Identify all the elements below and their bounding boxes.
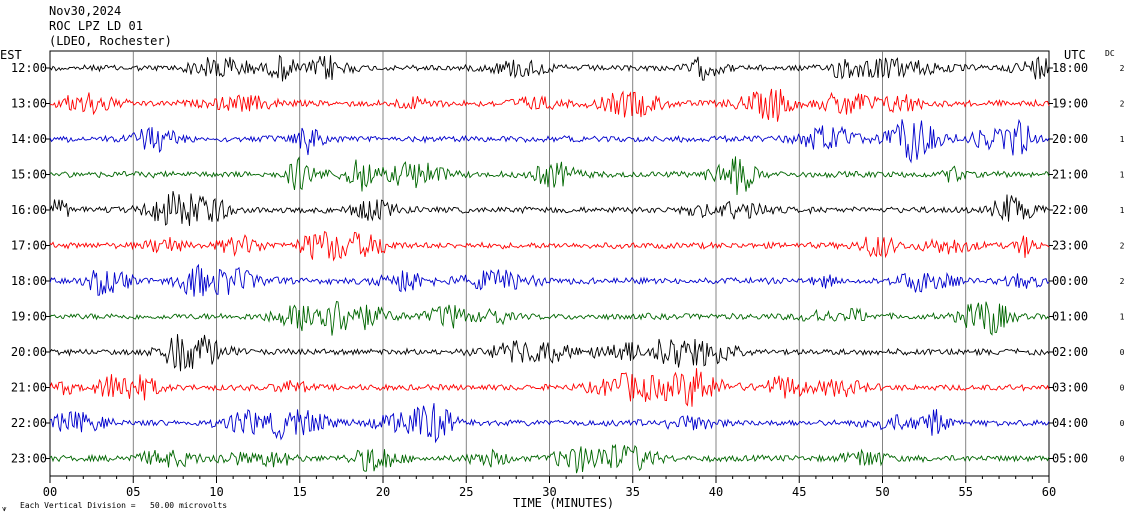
utc-label: UTC bbox=[1064, 48, 1086, 62]
dc-row-value: 0 bbox=[1120, 419, 1125, 428]
trace-row bbox=[49, 368, 1050, 407]
utc-row-label: 01:00 bbox=[1052, 310, 1088, 324]
est-row-label: 16:00 bbox=[11, 203, 47, 217]
x-tick-label: 25 bbox=[459, 485, 473, 499]
dc-row-value: 2 bbox=[1120, 64, 1125, 73]
utc-row-label: 23:00 bbox=[1052, 239, 1088, 253]
network-label: (LDEO, Rochester) bbox=[49, 34, 172, 48]
scale-note: Each Vertical Division = 50.00 microvolt… bbox=[20, 501, 228, 510]
dc-row-value: 0 bbox=[1120, 348, 1125, 357]
x-tick-label: 30 bbox=[542, 485, 556, 499]
x-tick-label: 10 bbox=[209, 485, 223, 499]
trace-row bbox=[49, 231, 1050, 262]
trace-row bbox=[49, 88, 1050, 122]
dc-label: DC bbox=[1105, 49, 1115, 58]
x-tick-label: 15 bbox=[293, 485, 307, 499]
utc-row-label: 05:00 bbox=[1052, 452, 1088, 466]
utc-row-label: 21:00 bbox=[1052, 168, 1088, 182]
x-tick-label: 40 bbox=[709, 485, 723, 499]
trace-row bbox=[49, 334, 1050, 372]
x-tick-label: 45 bbox=[792, 485, 806, 499]
x-tick-label: 50 bbox=[875, 485, 889, 499]
est-row-label: 12:00 bbox=[11, 61, 47, 75]
est-row-label: 21:00 bbox=[11, 381, 47, 395]
footer-icon: ⩛ bbox=[2, 504, 7, 513]
utc-row-label: 18:00 bbox=[1052, 61, 1088, 75]
x-tick-label: 35 bbox=[626, 485, 640, 499]
date-label: Nov30,2024 bbox=[49, 4, 122, 18]
trace-row bbox=[49, 191, 1050, 226]
utc-row-label: 02:00 bbox=[1052, 345, 1088, 359]
est-row-label: 22:00 bbox=[11, 416, 47, 430]
dc-row-value: 0 bbox=[1120, 384, 1125, 393]
trace-row bbox=[49, 118, 1050, 164]
x-tick-label: 60 bbox=[1042, 485, 1056, 499]
dc-row-value: 0 bbox=[1120, 455, 1125, 464]
est-row-label: 14:00 bbox=[11, 132, 47, 146]
utc-row-label: 22:00 bbox=[1052, 203, 1088, 217]
utc-row-label: 19:00 bbox=[1052, 97, 1088, 111]
est-row-label: 19:00 bbox=[11, 310, 47, 324]
trace-row bbox=[49, 443, 1050, 474]
trace-row bbox=[49, 300, 1050, 336]
trace-row bbox=[49, 263, 1050, 297]
utc-row-label: 20:00 bbox=[1052, 132, 1088, 146]
est-row-label: 18:00 bbox=[11, 274, 47, 288]
x-tick-label: 55 bbox=[959, 485, 973, 499]
x-tick-label: 20 bbox=[376, 485, 390, 499]
dc-row-value: 1 bbox=[1120, 313, 1125, 322]
dc-row-value: 1 bbox=[1120, 206, 1125, 215]
trace-row bbox=[49, 156, 1050, 196]
dc-row-value: 1 bbox=[1120, 135, 1125, 144]
est-row-label: 23:00 bbox=[11, 452, 47, 466]
trace-row bbox=[49, 54, 1050, 82]
est-row-label: 15:00 bbox=[11, 168, 47, 182]
dc-row-value: 2 bbox=[1120, 242, 1125, 251]
dc-row-value: 2 bbox=[1120, 277, 1125, 286]
utc-row-label: 03:00 bbox=[1052, 381, 1088, 395]
utc-row-label: 04:00 bbox=[1052, 416, 1088, 430]
x-axis-title: TIME (MINUTES) bbox=[513, 496, 615, 510]
x-tick-label: 05 bbox=[126, 485, 140, 499]
est-label: EST bbox=[0, 48, 22, 62]
dc-row-value: 2 bbox=[1120, 100, 1125, 109]
est-row-label: 20:00 bbox=[11, 345, 47, 359]
est-row-label: 13:00 bbox=[11, 97, 47, 111]
est-row-label: 17:00 bbox=[11, 239, 47, 253]
x-tick-label: 00 bbox=[43, 485, 57, 499]
dc-row-value: 1 bbox=[1120, 171, 1125, 180]
trace-row bbox=[49, 403, 1050, 444]
utc-row-label: 00:00 bbox=[1052, 274, 1088, 288]
station-label: ROC LPZ LD 01 bbox=[49, 19, 143, 33]
